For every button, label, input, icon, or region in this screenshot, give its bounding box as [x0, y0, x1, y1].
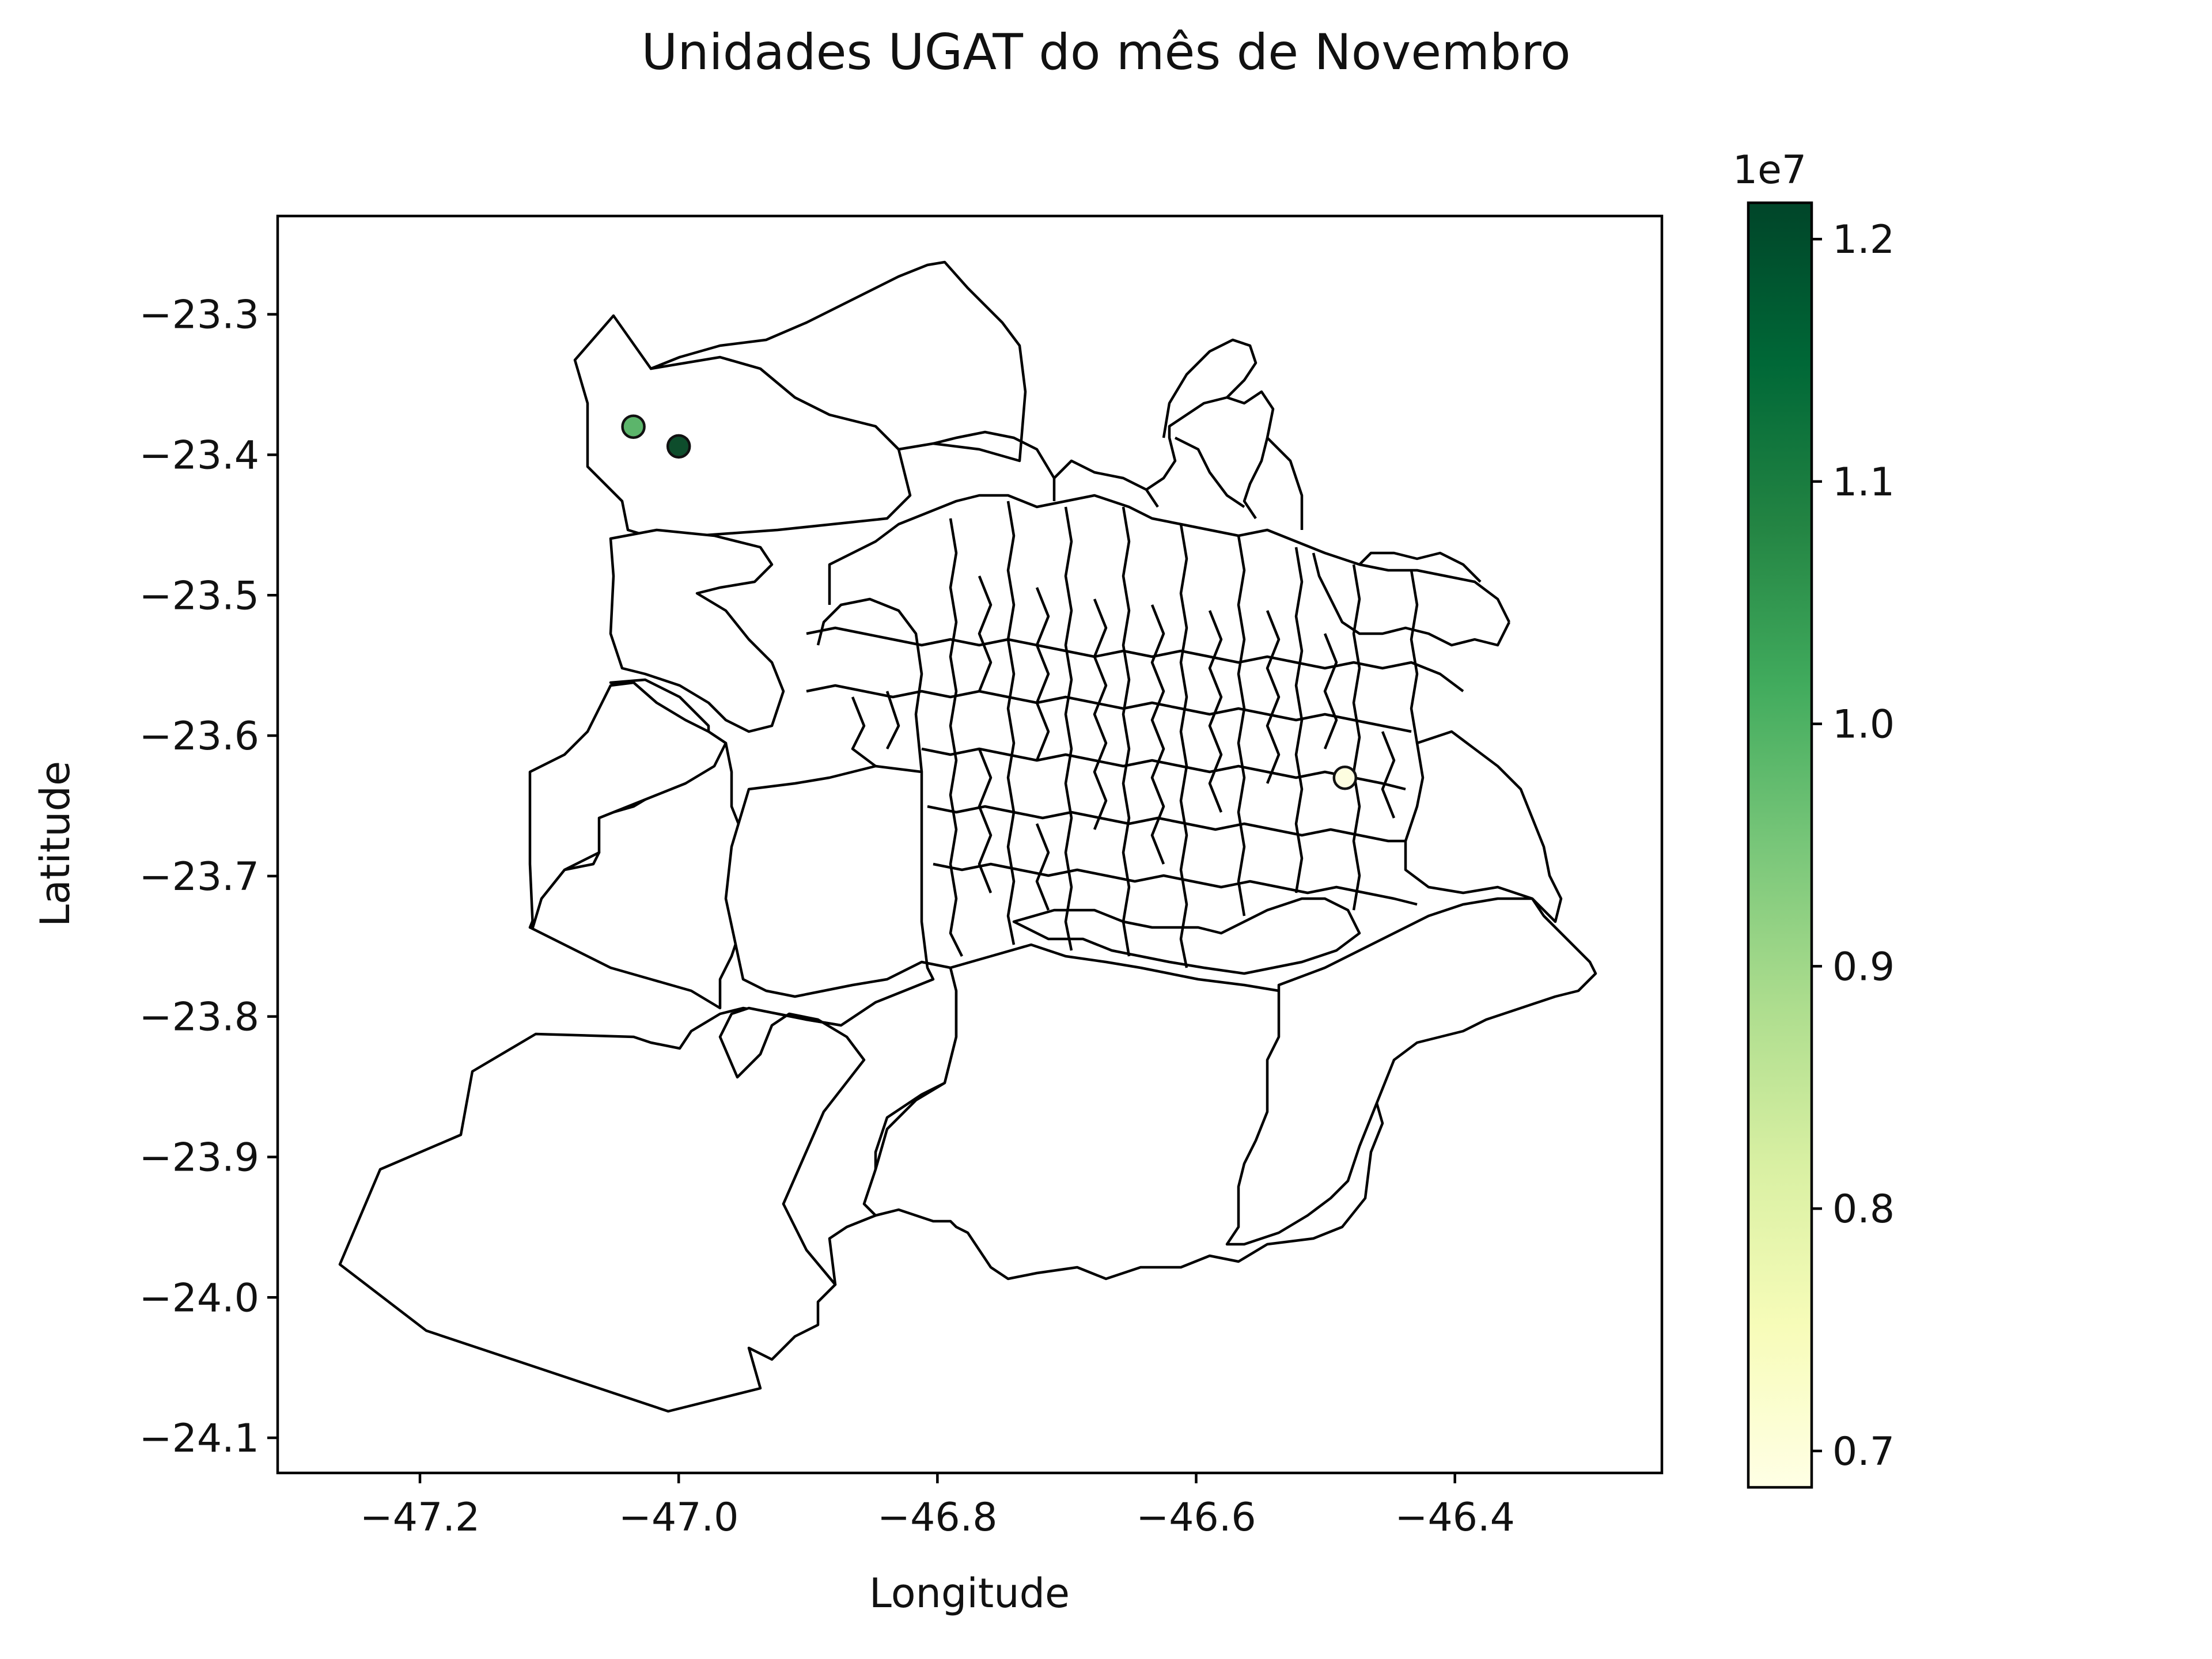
- y-axis: −23.3 −23.4 −23.5 −23.6 −23.7 −23.8 −23.9 −24.0…: [139, 293, 278, 1461]
- x-axis: −47.2 −47.0 −46.8 −46.6 −46.4: [360, 1473, 1515, 1540]
- y-tick-label: −23.9: [139, 1135, 259, 1180]
- y-tick-label: −24.1: [139, 1416, 259, 1461]
- x-tick-label: −46.8: [877, 1495, 997, 1540]
- colorbar-tick-label: 1.0: [1832, 702, 1895, 748]
- region-southeast: [1225, 897, 1597, 1246]
- x-tick-label: −46.4: [1395, 1495, 1514, 1540]
- data-point: [1332, 765, 1358, 790]
- y-tick-label: −23.4: [139, 433, 259, 478]
- y-axis-label: Latitude: [32, 761, 79, 927]
- region-far-west: [528, 681, 728, 929]
- axes-frame: [276, 214, 1664, 1475]
- region-east: [1404, 730, 1563, 923]
- data-point: [621, 414, 646, 439]
- district-network: [806, 338, 1511, 968]
- data-point: [666, 434, 691, 459]
- colorbar-tick-label: 1.2: [1832, 217, 1895, 263]
- y-tick-label: −23.6: [139, 714, 259, 759]
- colorbar-multiplier: 1e7: [1733, 147, 1806, 193]
- x-tick-label: −47.2: [360, 1495, 480, 1540]
- region-west-strip: [609, 528, 785, 733]
- x-axis-label: Longitude: [869, 1570, 1070, 1617]
- y-tick-label: −23.3: [139, 293, 259, 338]
- y-tick-label: −23.7: [139, 854, 259, 900]
- y-tick-label: −23.8: [139, 995, 259, 1040]
- region-north: [649, 260, 1027, 463]
- colorbar: 1e7 0.7 0.8 0.9 1.0 1.1 1.2: [1733, 147, 1895, 1489]
- x-tick-label: −47.0: [619, 1495, 738, 1540]
- y-tick-label: −23.5: [139, 573, 259, 619]
- chart-title: Unidades UGAT do mês de Novembro: [641, 24, 1570, 81]
- colorbar-gradient: [1747, 201, 1813, 1489]
- colorbar-tick-label: 0.7: [1832, 1429, 1895, 1475]
- colorbar-tick-label: 1.1: [1832, 460, 1895, 505]
- colorbar-tick-label: 0.8: [1832, 1187, 1895, 1232]
- colorbar-ticks: 0.7 0.8 0.9 1.0 1.1 1.2: [1812, 217, 1895, 1475]
- y-tick-label: −24.0: [139, 1275, 259, 1321]
- x-tick-label: −46.6: [1136, 1495, 1256, 1540]
- colorbar-tick-label: 0.9: [1832, 944, 1895, 990]
- region-central-south: [1012, 897, 1361, 975]
- data-points: [621, 414, 1358, 790]
- map-basemap: [338, 260, 1597, 1413]
- region-south-central: [718, 764, 958, 1286]
